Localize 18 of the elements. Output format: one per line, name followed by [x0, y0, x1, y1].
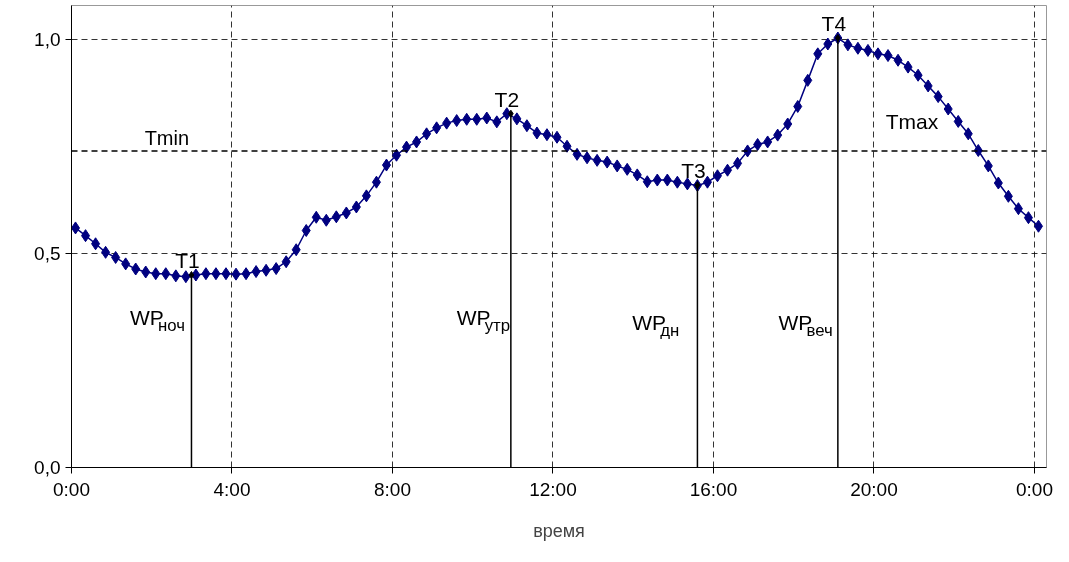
x-tick-label: 16:00	[689, 478, 738, 500]
annotation: T1	[175, 249, 200, 272]
y-tick-label: 0,0	[34, 457, 61, 478]
x-tick-label: 0:00	[1015, 478, 1053, 500]
y-tick-label: 0,5	[34, 243, 61, 265]
x-axis-title: время	[533, 520, 585, 541]
annotation: T2	[494, 87, 520, 111]
annotation: T4	[821, 12, 847, 36]
ref-line-label: Tmin	[144, 126, 190, 149]
x-tick-label: 4:00	[213, 478, 251, 500]
point	[188, 271, 195, 279]
x-tick-label: 0:00	[53, 478, 90, 500]
x-tick-label: 12:00	[529, 478, 577, 500]
x-tick-label: 8:00	[374, 478, 411, 500]
x-tick-label: 20:00	[850, 478, 898, 500]
annotation: Tmax	[885, 109, 939, 133]
y-tick-label: 1,0	[34, 29, 61, 51]
annotation: T3	[681, 159, 706, 183]
